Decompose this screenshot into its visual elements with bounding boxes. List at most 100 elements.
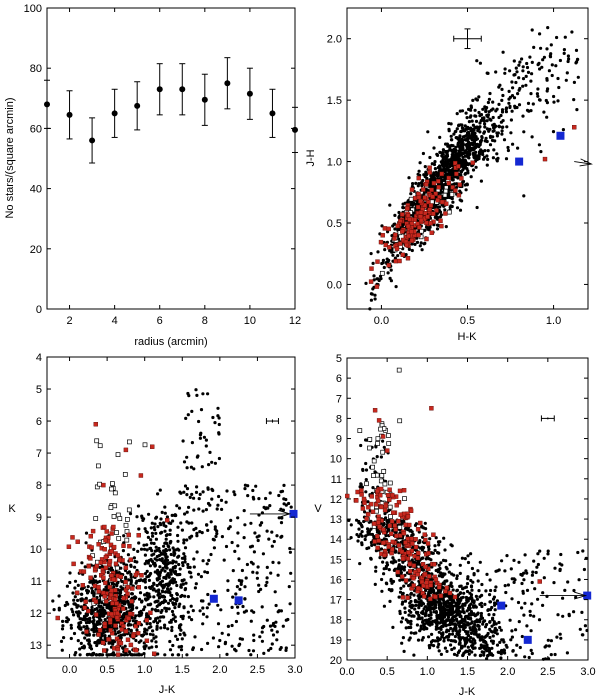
field-star-point xyxy=(414,181,418,185)
field-star-point xyxy=(398,611,402,616)
field-star-point xyxy=(557,85,561,90)
field-star-point xyxy=(261,552,265,556)
field-star-point xyxy=(217,645,221,649)
member-star-point xyxy=(136,585,142,590)
field-star-point xyxy=(461,168,465,172)
field-star-point xyxy=(453,622,457,626)
field-star-point xyxy=(473,641,477,645)
field-star-point xyxy=(89,644,93,648)
field-star-point xyxy=(131,619,135,623)
field-star-point xyxy=(552,94,556,99)
field-star-point xyxy=(123,644,127,648)
field-star-point xyxy=(504,157,509,161)
member-star-point xyxy=(386,263,391,268)
field-star-point xyxy=(464,595,468,600)
field-star-point xyxy=(463,623,467,627)
field-star-point xyxy=(134,638,138,643)
field-star-point xyxy=(553,566,557,570)
field-star-point xyxy=(100,614,104,618)
field-star-point xyxy=(447,570,451,574)
field-star-point xyxy=(462,627,466,632)
member-star-point xyxy=(395,223,400,229)
field-star-point xyxy=(469,602,473,606)
field-star-point xyxy=(145,613,149,617)
x-tick-label: 8 xyxy=(202,315,208,327)
field-star-point xyxy=(563,35,567,39)
field-star-point xyxy=(76,614,81,618)
field-star-point xyxy=(409,622,413,626)
field-star-point xyxy=(144,586,148,590)
field-star-point xyxy=(152,525,156,529)
field-star-point xyxy=(219,498,224,502)
field-star-point xyxy=(150,645,154,649)
field-star-point xyxy=(505,554,509,558)
field-star-point xyxy=(577,578,581,582)
field-star-point xyxy=(536,552,540,556)
member-star-point xyxy=(101,648,107,653)
field-star-point xyxy=(507,89,511,93)
field-star-point xyxy=(434,536,438,540)
field-star-point xyxy=(357,527,361,531)
field-star-point xyxy=(119,566,123,570)
field-star-point xyxy=(458,591,462,596)
field-star-point xyxy=(163,590,168,594)
field-star-point xyxy=(510,80,514,84)
field-star-point xyxy=(420,524,424,529)
field-star-point xyxy=(185,455,189,459)
field-star-point xyxy=(471,135,475,139)
field-star-point xyxy=(449,134,453,138)
field-star-point xyxy=(142,543,146,547)
member-star-point xyxy=(103,538,108,543)
field-star-point xyxy=(430,620,434,624)
field-star-point xyxy=(179,644,184,649)
field-star-point xyxy=(416,594,420,598)
x-tick-label: 2.5 xyxy=(250,664,265,676)
field-star-point xyxy=(368,307,372,311)
field-star-point xyxy=(112,640,116,644)
field-star-point xyxy=(445,628,449,632)
field-star-point xyxy=(83,636,87,640)
field-star-point xyxy=(478,638,482,642)
field-star-point xyxy=(562,51,566,56)
field-star-point xyxy=(92,633,96,637)
field-star-point xyxy=(155,558,159,562)
field-star-point xyxy=(399,540,403,544)
field-star-point xyxy=(230,605,234,610)
density-point xyxy=(246,90,253,97)
field-star-point xyxy=(496,156,500,160)
reddening-arrow xyxy=(574,161,592,165)
field-star-point xyxy=(420,616,424,620)
field-star-point xyxy=(288,602,292,606)
field-star-point xyxy=(171,579,175,583)
member-star-point xyxy=(453,160,458,166)
member-star-point xyxy=(71,561,76,567)
field-star-point xyxy=(468,591,472,595)
field-star-point xyxy=(473,126,478,130)
field-star-point xyxy=(570,30,574,34)
field-star-point xyxy=(495,152,499,156)
field-star-point xyxy=(167,574,171,578)
field-star-point xyxy=(413,607,417,611)
field-star-point xyxy=(216,622,221,626)
field-star-point xyxy=(163,529,167,533)
field-star-point xyxy=(128,511,133,516)
field-star-point xyxy=(448,205,452,209)
field-star-point xyxy=(508,618,512,622)
field-star-point xyxy=(492,613,496,617)
field-star-point xyxy=(516,600,521,605)
member-star-point xyxy=(90,528,96,534)
field-star-point xyxy=(129,573,133,577)
field-star-point xyxy=(267,537,271,541)
field-star-point xyxy=(474,165,478,169)
field-star-point xyxy=(417,606,421,610)
field-star-point xyxy=(142,608,146,612)
field-star-point xyxy=(152,552,156,556)
field-star-point xyxy=(420,638,424,642)
field-star-point xyxy=(156,525,160,529)
field-star-point xyxy=(142,517,146,521)
member-star-point xyxy=(436,179,441,184)
field-star-point xyxy=(443,646,447,650)
field-star-point xyxy=(440,624,444,628)
y-tick-label: 2.0 xyxy=(327,34,342,46)
